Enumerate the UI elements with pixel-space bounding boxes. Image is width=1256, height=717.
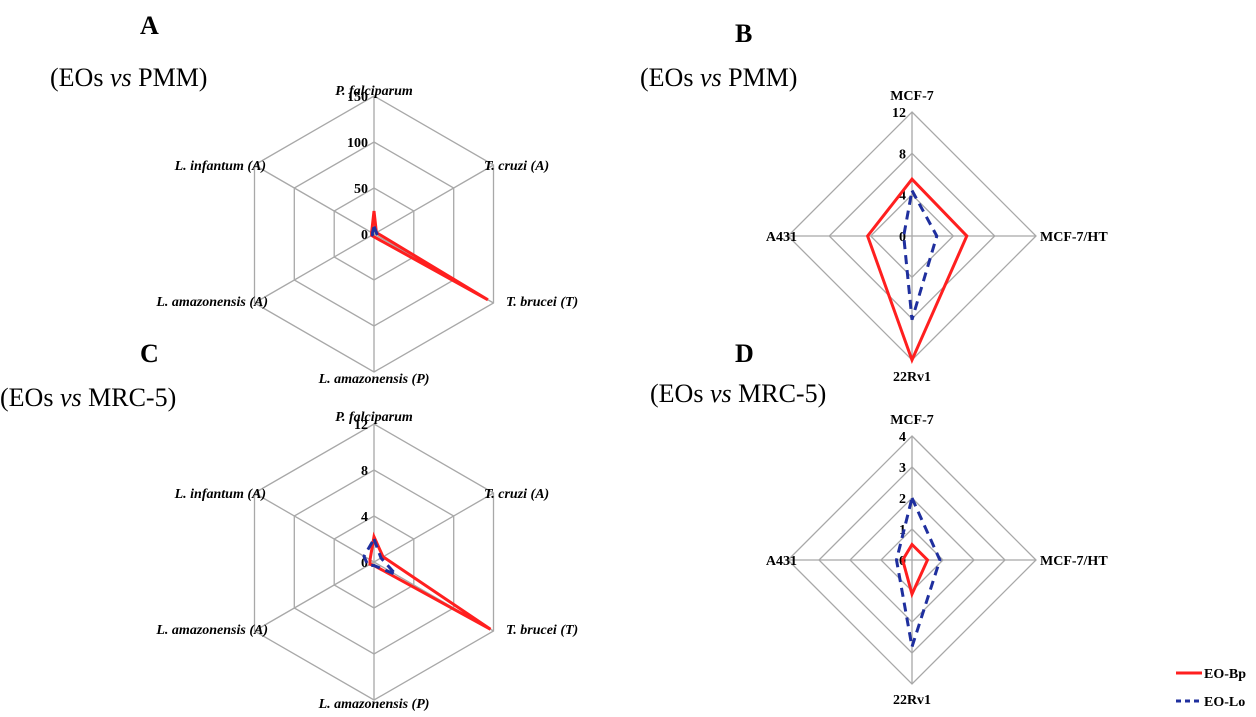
tick-label: 150 bbox=[347, 90, 368, 105]
axis-label: L. amazonensis (P) bbox=[318, 697, 430, 712]
axis-spoke bbox=[373, 492, 494, 563]
tick-label: 2 bbox=[899, 492, 906, 507]
series-line-eo-lo bbox=[902, 186, 939, 321]
panel-letter: C bbox=[140, 339, 159, 368]
radar-panel-b: B (EOs vs PMM) 0 4 8 12 MCF-7 MCF-7/HT 22Rv1 A431 bbox=[640, 19, 1108, 385]
tick-label: 4 bbox=[899, 430, 906, 445]
tick-label: 12 bbox=[892, 106, 906, 121]
axis-label: T. cruzi (A) bbox=[484, 487, 549, 502]
tick-label: 0 bbox=[361, 228, 368, 243]
axis-spoke bbox=[254, 164, 375, 235]
panel-letter: B bbox=[735, 19, 752, 48]
axis-label: P. falciparum bbox=[335, 84, 413, 99]
series-line-eo-lo bbox=[370, 221, 381, 239]
axis-spoke bbox=[254, 492, 375, 563]
tick-label: 4 bbox=[899, 189, 906, 204]
series-line-eo-bp bbox=[370, 210, 489, 302]
tick-label: 0 bbox=[361, 556, 368, 571]
panel-letter: D bbox=[735, 339, 754, 368]
axis-label: L. amazonensis (P) bbox=[318, 372, 430, 387]
panel-subtitle: (EOs vs PMM) bbox=[50, 63, 207, 92]
panel-subtitle: (EOs vs MRC-5) bbox=[650, 379, 826, 408]
axis-label: T. cruzi (A) bbox=[484, 159, 549, 174]
series-line-eo-bp bbox=[865, 176, 969, 365]
series-line-eo-lo bbox=[894, 493, 942, 648]
axis-label: L. infantum (A) bbox=[174, 487, 266, 502]
axis-label: T. brucei (T) bbox=[506, 295, 578, 310]
series-line-eo-bp bbox=[368, 531, 492, 631]
series-line-eo-lo bbox=[362, 535, 398, 576]
radar-panel-d: D(EOs vs MRC-5)01234MCF-7MCF-7/HT22Rv1A4… bbox=[650, 339, 1108, 708]
axis-label: 22Rv1 bbox=[893, 370, 931, 385]
axis-spoke bbox=[254, 561, 375, 632]
axis-label: MCF-7 bbox=[890, 89, 934, 104]
tick-label: 3 bbox=[899, 461, 906, 476]
tick-label: 8 bbox=[899, 147, 906, 162]
radar-panel-c: C (EOs vs MRC-5) 0 4 8 12P. falciparum T. cruz… bbox=[0, 339, 578, 712]
tick-label: 4 bbox=[361, 510, 368, 525]
axis-spoke bbox=[254, 233, 375, 304]
axis-label: L. amazonensis (A) bbox=[155, 295, 268, 310]
tick-label: 12 bbox=[354, 418, 368, 433]
legend: EO-Bp EO-Lo bbox=[1176, 667, 1246, 710]
legend-label: EO-Lo bbox=[1204, 695, 1245, 710]
series-line-eo-bp bbox=[901, 542, 930, 599]
axis-label: 22Rv1 bbox=[893, 693, 931, 708]
axis-label: MCF-7/HT bbox=[1040, 230, 1108, 245]
axis-label: A431 bbox=[766, 230, 797, 245]
panel-subtitle: (EOs vs MRC-5) bbox=[0, 383, 176, 412]
panel-letter: A bbox=[140, 11, 159, 40]
legend-label: EO-Bp bbox=[1204, 667, 1246, 682]
tick-label: 50 bbox=[354, 182, 368, 197]
tick-label: 100 bbox=[347, 136, 368, 151]
legend-item-eo-lo: EO-Lo bbox=[1176, 695, 1245, 710]
axis-label: L. amazonensis (A) bbox=[155, 623, 268, 638]
axis-label: MCF-7/HT bbox=[1040, 554, 1108, 569]
axis-label: A431 bbox=[766, 554, 797, 569]
axis-label: L. infantum (A) bbox=[174, 159, 266, 174]
legend-item-eo-bp: EO-Bp bbox=[1176, 667, 1246, 682]
tick-label: 8 bbox=[361, 464, 368, 479]
axis-label: T. brucei (T) bbox=[506, 623, 578, 638]
panel-subtitle: (EOs vs PMM) bbox=[640, 63, 797, 92]
axis-label: P. falciparum bbox=[335, 410, 413, 425]
axis-spoke bbox=[373, 164, 494, 235]
tick-label: 0 bbox=[899, 230, 906, 245]
axis-label: MCF-7 bbox=[890, 413, 934, 428]
